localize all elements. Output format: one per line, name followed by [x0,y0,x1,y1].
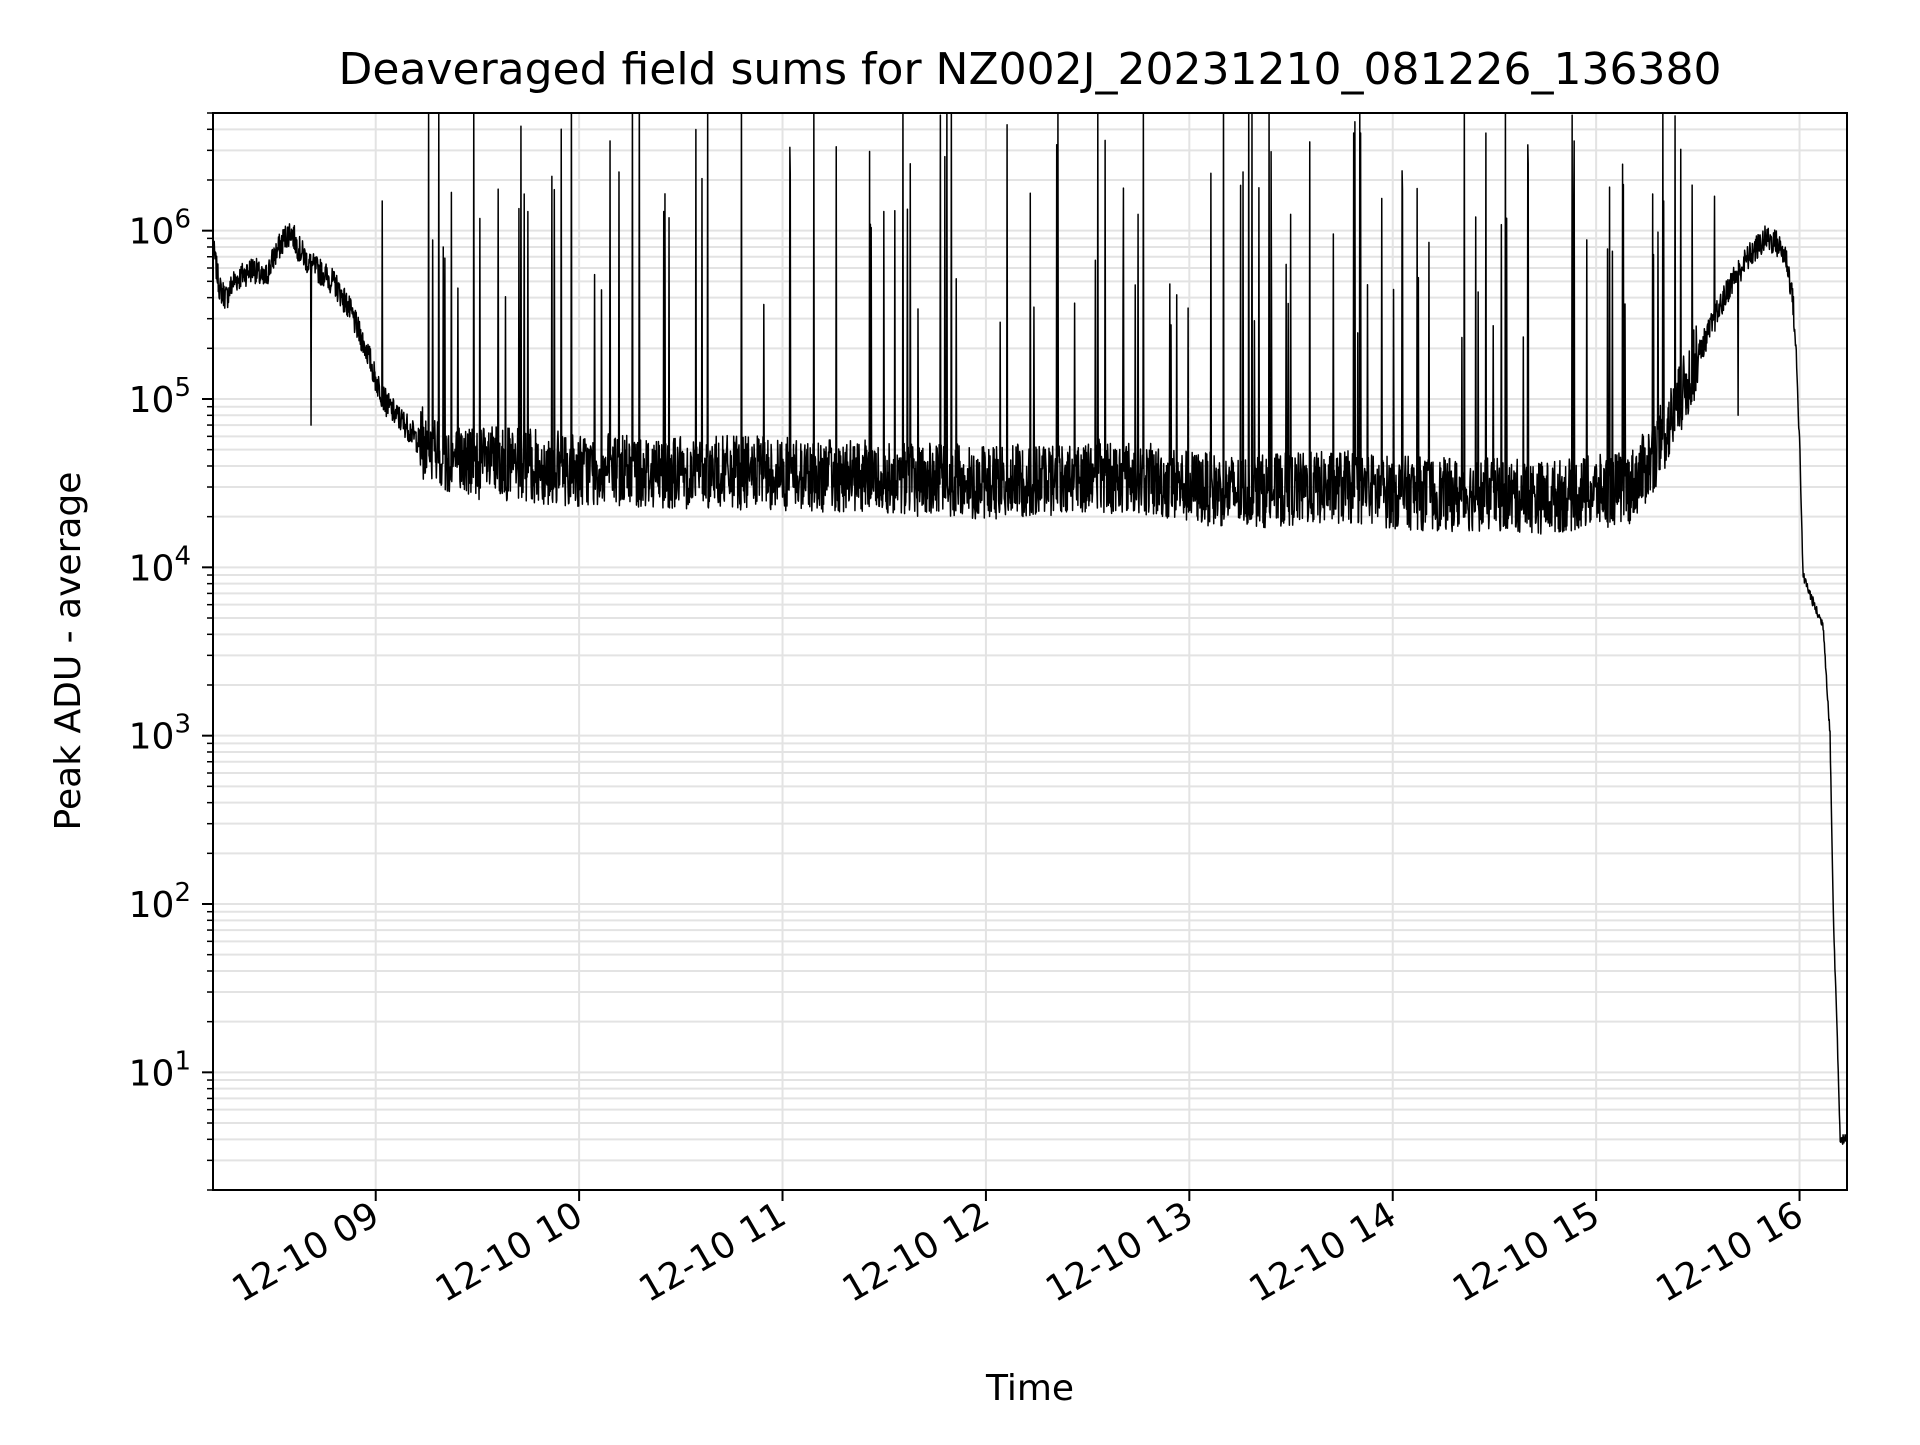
y-tick-label: 105 [129,373,191,421]
chart-title: Deaveraged field sums for NZ002J_2023121… [339,44,1722,95]
y-axis-ticks: 101 102 103 104 105 106 [129,112,213,1191]
x-axis-label: Time [985,1368,1074,1409]
plot-frame [212,112,1848,1191]
series-line [213,113,1847,1145]
y-tick-label: 103 [129,710,191,758]
y-tick-label: 106 [129,205,191,253]
series-layer [213,113,1847,1145]
x-axis-ticks: 12-10 09 12-10 10 12-10 11 12-10 12 12-10 13… [226,1190,1810,1311]
y-tick-label: 104 [129,541,191,589]
x-tick-label: 12-10 13 [1039,1194,1200,1310]
x-tick-label: 12-10 14 [1243,1194,1404,1310]
x-tick-label: 12-10 12 [836,1194,997,1310]
x-tick-label: 12-10 16 [1649,1194,1810,1310]
x-tick-label: 12-10 11 [632,1194,793,1310]
x-tick-label: 12-10 10 [429,1194,590,1310]
x-tick-label: 12-10 15 [1446,1194,1607,1310]
y-tick-label: 101 [129,1046,191,1094]
x-tick-label: 12-10 09 [226,1194,387,1310]
y-tick-label: 102 [129,878,191,926]
y-axis-label: Peak ADU - average [48,472,89,831]
